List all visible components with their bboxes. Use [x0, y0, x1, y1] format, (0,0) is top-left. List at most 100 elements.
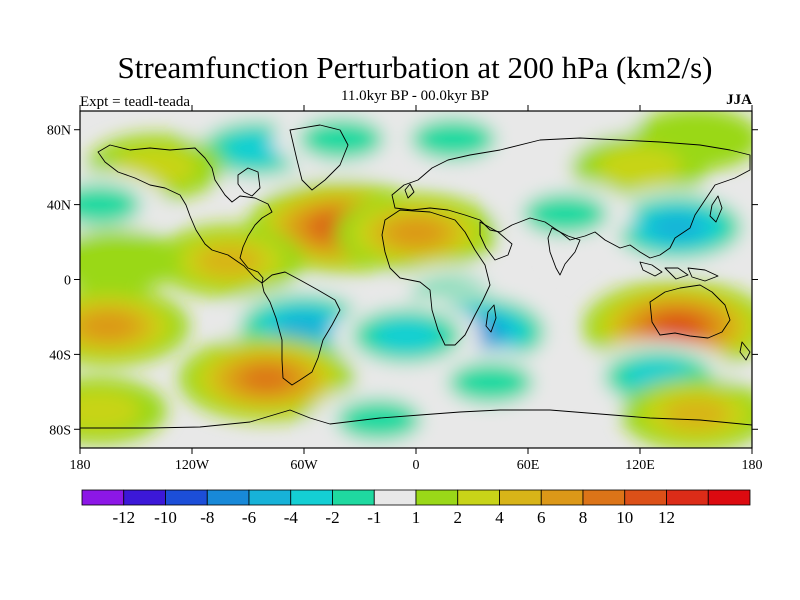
coast-new-zealand [739, 341, 751, 361]
colorbar-box [499, 489, 542, 506]
colorbar-label: 8 [579, 508, 588, 527]
experiment-label: Expt = teadl-teada [80, 94, 191, 110]
colorbar-box [415, 489, 459, 506]
contour-level [448, 362, 533, 403]
lon-label: 0 [413, 458, 420, 473]
contour-level [336, 399, 421, 441]
coast-indonesia-2 [664, 267, 689, 280]
contour-level [80, 229, 183, 293]
coast-north-america [97, 144, 273, 284]
lon-label: 180 [70, 458, 91, 473]
coast-india [547, 227, 581, 276]
colorbar-box [373, 489, 417, 506]
colorbar-box [206, 489, 250, 506]
anomaly-17 [331, 299, 482, 373]
coastlines [80, 124, 752, 429]
latitude-axis: 80N 40N 0 40S 80S [47, 124, 758, 438]
anomaly-8 [334, 193, 498, 273]
coast-arabia [479, 221, 513, 261]
anomaly-20 [179, 335, 355, 422]
anomaly-13 [80, 229, 183, 293]
colorbar-label: -2 [325, 508, 339, 527]
coast-australia [649, 284, 731, 339]
colorbar-label: 1 [412, 508, 421, 527]
contour-level [241, 366, 292, 391]
contour-level [597, 146, 683, 188]
colorbar-box [123, 489, 166, 506]
colorbar-box [707, 489, 751, 506]
field-anomalies [80, 111, 752, 448]
lon-label: 120W [175, 458, 210, 473]
coast-japan [709, 195, 723, 223]
map-area [80, 111, 752, 448]
coast-hudson-bay [237, 167, 261, 197]
anomaly-25 [80, 377, 168, 444]
colorbar-label: 4 [495, 508, 504, 527]
lat-label: 80S [49, 423, 71, 438]
contour-level [662, 398, 730, 431]
lat-label: 0 [64, 274, 71, 289]
chart-title: Streamfunction Perturbation at 200 hPa (… [117, 50, 713, 85]
lon-label: 120E [625, 458, 655, 473]
lat-label: 80N [47, 124, 71, 139]
anomaly-1 [272, 111, 410, 173]
colorbar-box [165, 489, 208, 506]
contour-level [411, 118, 496, 160]
coast-africa [381, 209, 491, 346]
anomaly-11 [80, 171, 168, 238]
lon-label: 180 [742, 458, 763, 473]
colorbar-box [248, 489, 292, 506]
contour-level [275, 312, 333, 341]
lat-label: 40N [47, 199, 71, 214]
season-label: JJA [726, 92, 752, 108]
colorbar-label: 10 [616, 508, 633, 527]
anomaly-9 [596, 187, 752, 267]
colorbar-label: -4 [284, 508, 299, 527]
lat-label: 40S [49, 348, 71, 363]
contour-level [196, 244, 263, 277]
colorbar-label: -1 [367, 508, 381, 527]
colorbar-label: -8 [200, 508, 214, 527]
lon-label: 60W [290, 458, 318, 473]
anomaly-19 [80, 286, 190, 366]
anomaly-10 [496, 180, 634, 248]
colorbar-label: 12 [658, 508, 675, 527]
anomaly-6 [571, 134, 709, 201]
contour-level [299, 118, 384, 160]
contour-level [654, 315, 701, 338]
colorbar-label: -10 [154, 508, 177, 527]
colorbar-box [290, 489, 333, 506]
coast-south-america [261, 271, 341, 386]
coast-antarctica [80, 409, 752, 429]
colorbar-box [624, 489, 667, 506]
colorbar-box [332, 489, 375, 506]
colorbar-box [81, 489, 125, 506]
coast-eurasia [391, 137, 751, 259]
coast-new-guinea [687, 267, 719, 282]
anomaly-2 [384, 111, 522, 173]
colorbar: -12 -10 -8 -6 -4 -2 -1 1 2 4 6 8 10 12 [81, 489, 751, 527]
colorbar-box [457, 489, 500, 506]
colorbar-label: -6 [242, 508, 256, 527]
longitude-axis: 180 120W 60W 0 60E 120E 180 [70, 105, 763, 473]
coast-greenland [289, 124, 349, 191]
lon-label: 60E [517, 458, 540, 473]
contour-level [373, 319, 440, 352]
contour-level [80, 184, 141, 225]
colorbar-label: -12 [112, 508, 135, 527]
colorbar-box [666, 489, 709, 506]
anomaly-24 [621, 377, 752, 448]
coast-indonesia-1 [639, 261, 663, 277]
anomaly-23 [310, 386, 448, 448]
coast-madagascar [485, 304, 497, 333]
colorbar-box [582, 489, 626, 506]
colorbar-label: 2 [454, 508, 463, 527]
contour-level [387, 218, 445, 247]
contour-level [649, 213, 706, 241]
chart-subtitle: 11.0kyr BP - 00.0kyr BP [340, 88, 490, 104]
contour-level [80, 312, 137, 341]
colorbar-box [540, 489, 584, 506]
anomaly-22 [422, 349, 560, 416]
colorbar-label: 6 [537, 508, 546, 527]
